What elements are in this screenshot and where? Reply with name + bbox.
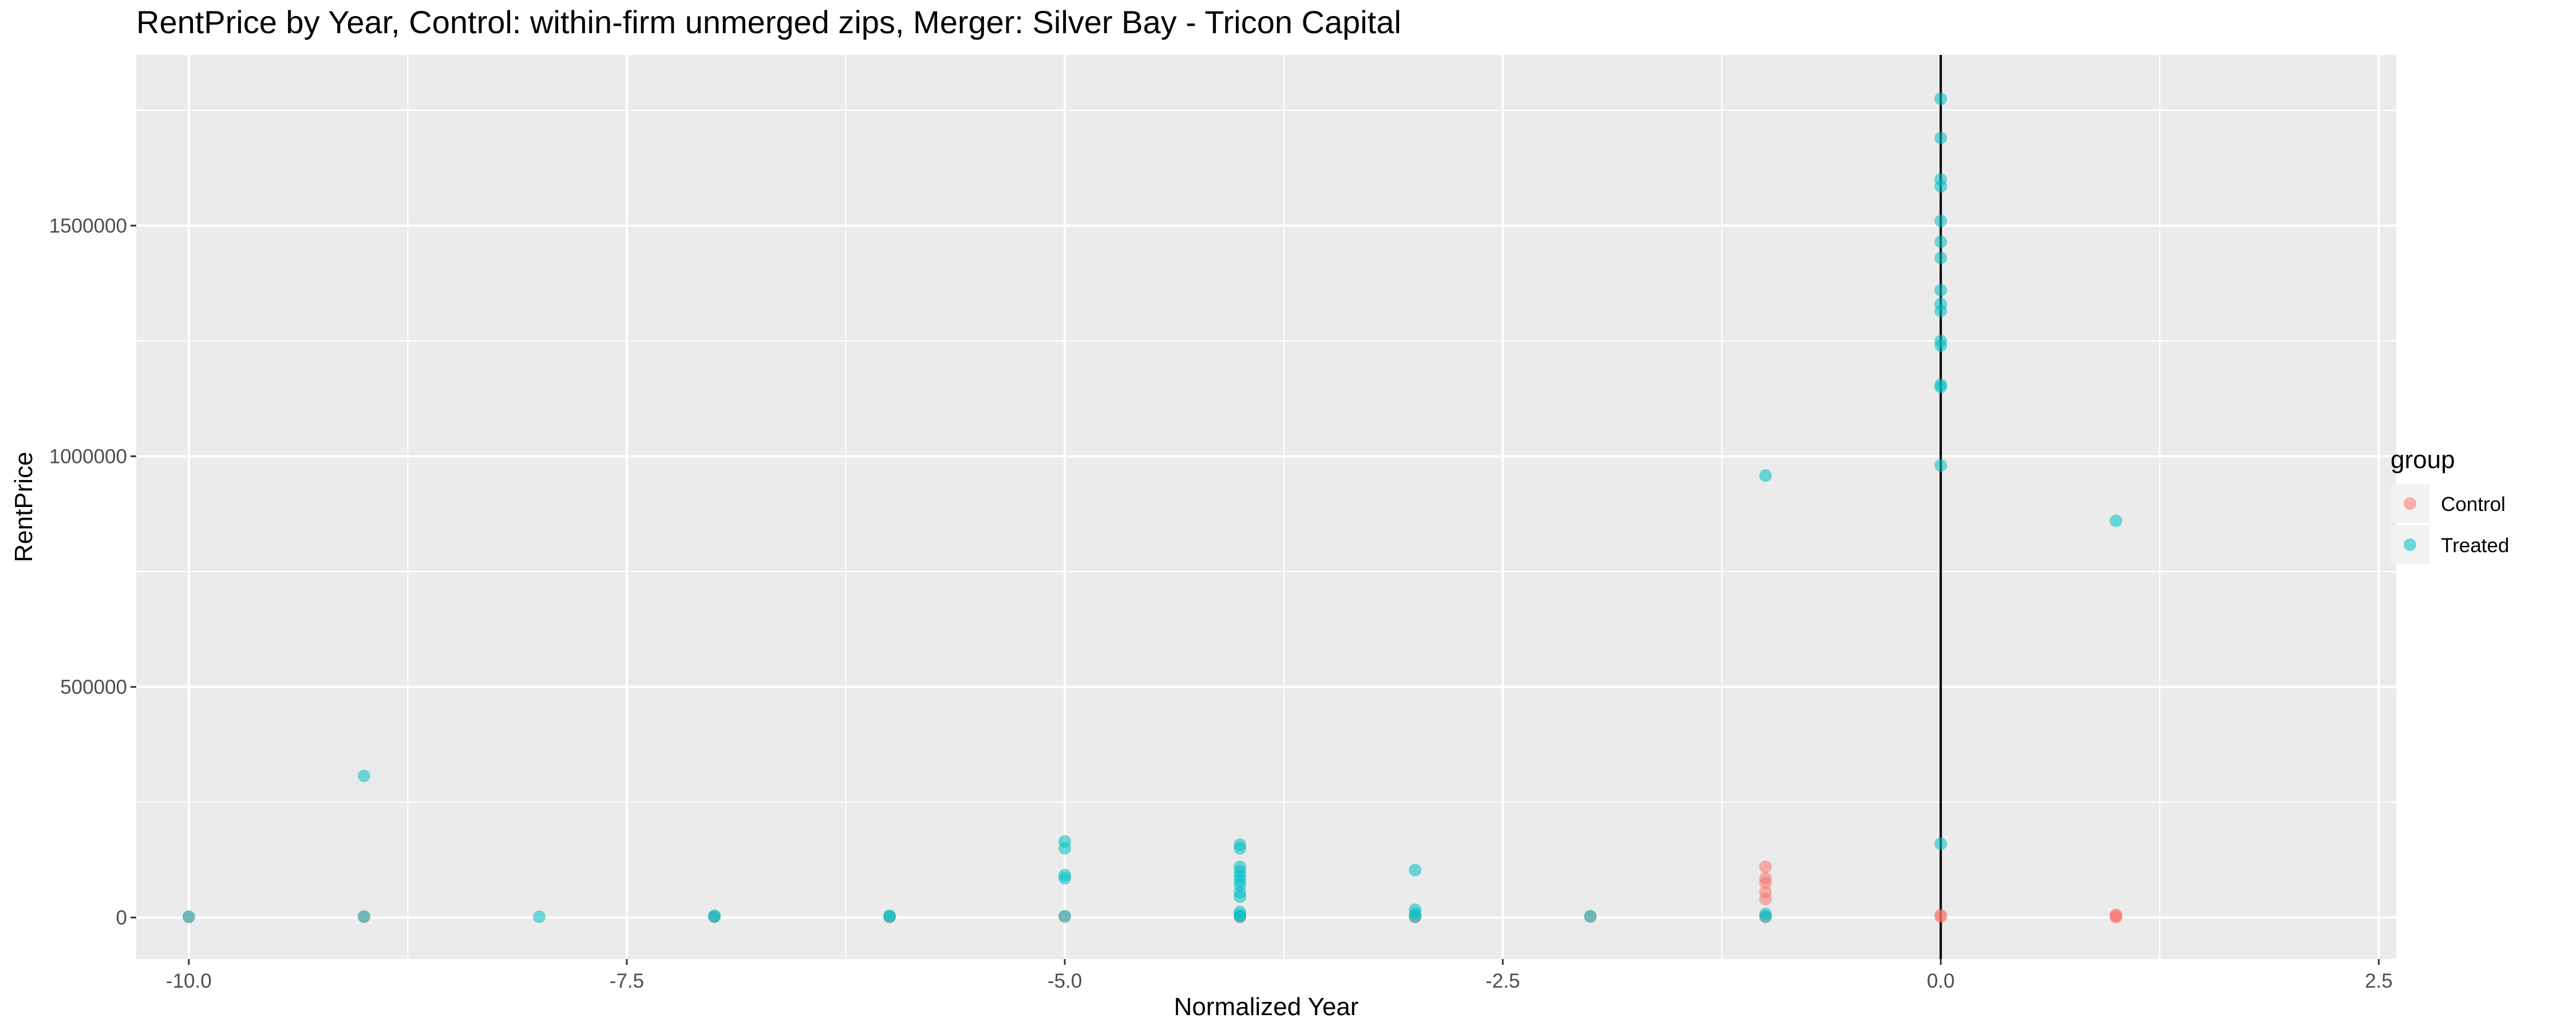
y-tick-label: 500000 (60, 676, 127, 698)
legend-dot-control (2404, 497, 2416, 510)
legend-title: group (2391, 446, 2455, 474)
point-treated (1409, 910, 1422, 923)
x-axis-title: Normalized Year (1174, 993, 1359, 1021)
point-treated (1934, 381, 1947, 394)
legend-dot-treated (2404, 538, 2416, 551)
point-treated (1934, 251, 1947, 264)
legend-label-control: Control (2441, 493, 2506, 516)
point-treated (1234, 910, 1247, 923)
point-treated (1934, 284, 1947, 297)
point-treated (1058, 910, 1072, 923)
point-control (1759, 860, 1772, 873)
legend: group Control Treated (2391, 446, 2509, 564)
point-treated (1934, 837, 1947, 850)
point-treated (1409, 863, 1422, 877)
point-treated (1584, 910, 1597, 923)
x-tick-label: 0.0 (1927, 970, 1955, 992)
point-treated (1058, 842, 1072, 855)
point-control (2109, 910, 2123, 924)
y-axis-title: RentPrice (10, 451, 38, 562)
point-treated (1934, 215, 1947, 228)
x-tick-label: -5.0 (1048, 970, 1082, 992)
point-treated (1934, 92, 1947, 105)
point-treated (357, 910, 370, 923)
data-points (182, 92, 2123, 924)
x-tick-label: -7.5 (610, 970, 644, 992)
x-tick-label: 2.5 (2365, 970, 2393, 992)
point-treated (357, 769, 370, 782)
point-control (1759, 876, 1772, 889)
point-treated (1934, 180, 1947, 193)
point-treated (1234, 890, 1247, 904)
x-tick-label: -10.0 (166, 970, 212, 992)
point-treated (1058, 871, 1072, 885)
point-treated (1759, 469, 1772, 482)
point-treated (1934, 339, 1947, 352)
y-tick-label: 0 (116, 906, 127, 929)
point-control (1934, 910, 1947, 923)
point-treated (1759, 910, 1772, 923)
y-tick-label: 1500000 (49, 215, 127, 237)
point-treated (532, 910, 546, 924)
chart-title: RentPrice by Year, Control: within-firm … (136, 4, 1401, 40)
minor-gridlines (136, 55, 2396, 959)
point-treated (1934, 304, 1947, 318)
x-axis-ticks: -10.0 -7.5 -5.0 -2.5 0.0 2.5 (166, 959, 2393, 992)
point-treated (1234, 842, 1247, 855)
point-treated (1934, 235, 1947, 248)
point-treated (182, 910, 195, 923)
x-tick-label: -2.5 (1485, 970, 1520, 992)
point-treated (1934, 132, 1947, 145)
y-tick-label: 1000000 (49, 445, 127, 468)
legend-label-treated: Treated (2441, 534, 2509, 557)
y-axis-ticks: 0 500000 1000000 1500000 (49, 215, 136, 929)
point-control (1759, 893, 1772, 906)
point-treated (708, 909, 721, 922)
point-treated (883, 909, 896, 922)
plot-panel (136, 55, 2396, 959)
point-treated (1934, 459, 1947, 472)
point-treated (2109, 514, 2123, 528)
